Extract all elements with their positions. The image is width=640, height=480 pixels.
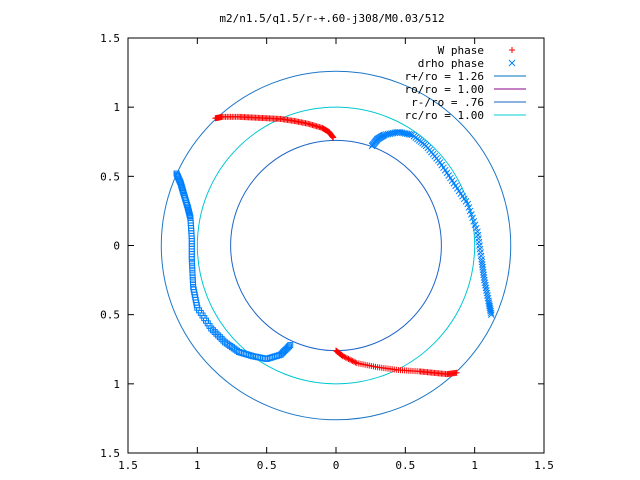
circle-r-ro (230, 139, 442, 352)
plot-area (160, 70, 512, 421)
y-tick-label: 1 (113, 378, 120, 391)
chart-title: m2/n1.5/q1.5/r-+.60-j308/M0.03/512 (219, 12, 444, 25)
x-tick-label: 1 (471, 459, 478, 472)
w-phase-point (341, 353, 348, 360)
drho-phase-point (480, 274, 488, 281)
drho-phase-point (211, 328, 218, 335)
x-tick-label: 1.5 (118, 459, 138, 472)
y-tick-label: 1.5 (100, 447, 120, 460)
legend-label: W phase (438, 44, 484, 57)
drho-phase-point (483, 287, 490, 294)
w-phase-point (351, 358, 358, 365)
circle-rcro (196, 106, 476, 385)
w-phase-point (342, 354, 349, 361)
drho-phase-point (483, 289, 491, 297)
x-tick-label: 0.5 (257, 459, 277, 472)
x-tick-label: 0 (333, 459, 340, 472)
legend-label: drho phase (418, 57, 484, 70)
legend-label: ro/ro = 1.00 (405, 83, 484, 96)
drho-phase-point (189, 266, 196, 273)
w-phase-point (349, 358, 356, 365)
w-phase-point (330, 134, 337, 141)
drho-phase-point (481, 279, 489, 287)
drho-phase-point (407, 131, 414, 138)
drho-phase-point (484, 292, 491, 299)
legend-marker-cross (508, 59, 516, 67)
drho-phase-point (188, 259, 195, 266)
drho-phase-point (208, 325, 215, 332)
axes: 1.5 1 0.5 0 0.5 1 1.51.510.500.511.5 (100, 32, 554, 472)
x-tick-label: 1 (194, 459, 201, 472)
w-phase-point (346, 356, 353, 363)
legend-label: rc/ro = 1.00 (405, 109, 484, 122)
drho-phase-point (188, 256, 195, 263)
drho-phase-point (184, 202, 191, 209)
w-phase-point (339, 353, 346, 360)
y-tick-label: 1 (113, 101, 120, 114)
w-phase-point (352, 359, 359, 366)
y-tick-label: 1.5 (100, 32, 120, 45)
drho-phase-point (482, 284, 490, 292)
w-phase-point (344, 355, 351, 362)
drho-phase-point (209, 327, 216, 334)
drho-phase-point (213, 330, 220, 337)
drho-phase-point (189, 273, 196, 280)
drho-phase-point (189, 270, 196, 277)
w-phase-point (453, 369, 460, 376)
drho-phase-point (287, 342, 294, 349)
drho-phase-point (218, 335, 225, 342)
circle-r+ro (160, 70, 512, 421)
drho-phase-point (286, 343, 293, 350)
drho-phase-point (216, 334, 223, 341)
drho-phase-point (481, 276, 488, 284)
drho-phase-point (189, 277, 196, 284)
x-tick-label: 1.5 (534, 459, 554, 472)
drho-phase-point (487, 309, 495, 317)
legend-marker-plus (509, 47, 515, 53)
legend-label: r-/ro = .76 (411, 96, 484, 109)
y-tick-label: 0.5 (100, 170, 120, 183)
drho-phase-point (190, 280, 196, 287)
drho-phase-point (215, 332, 222, 339)
w-phase-point (348, 357, 355, 364)
x-tick-label: 0.5 (395, 459, 415, 472)
drho-phase-point (487, 311, 495, 319)
y-tick-label: 0.5 (100, 309, 120, 322)
y-tick-label: 0 (113, 240, 120, 253)
w-phase-point (345, 355, 352, 362)
drho-phase-point (189, 263, 196, 270)
drho-phase-point (482, 281, 489, 289)
legend-label: r+/ro = 1.26 (405, 70, 484, 83)
